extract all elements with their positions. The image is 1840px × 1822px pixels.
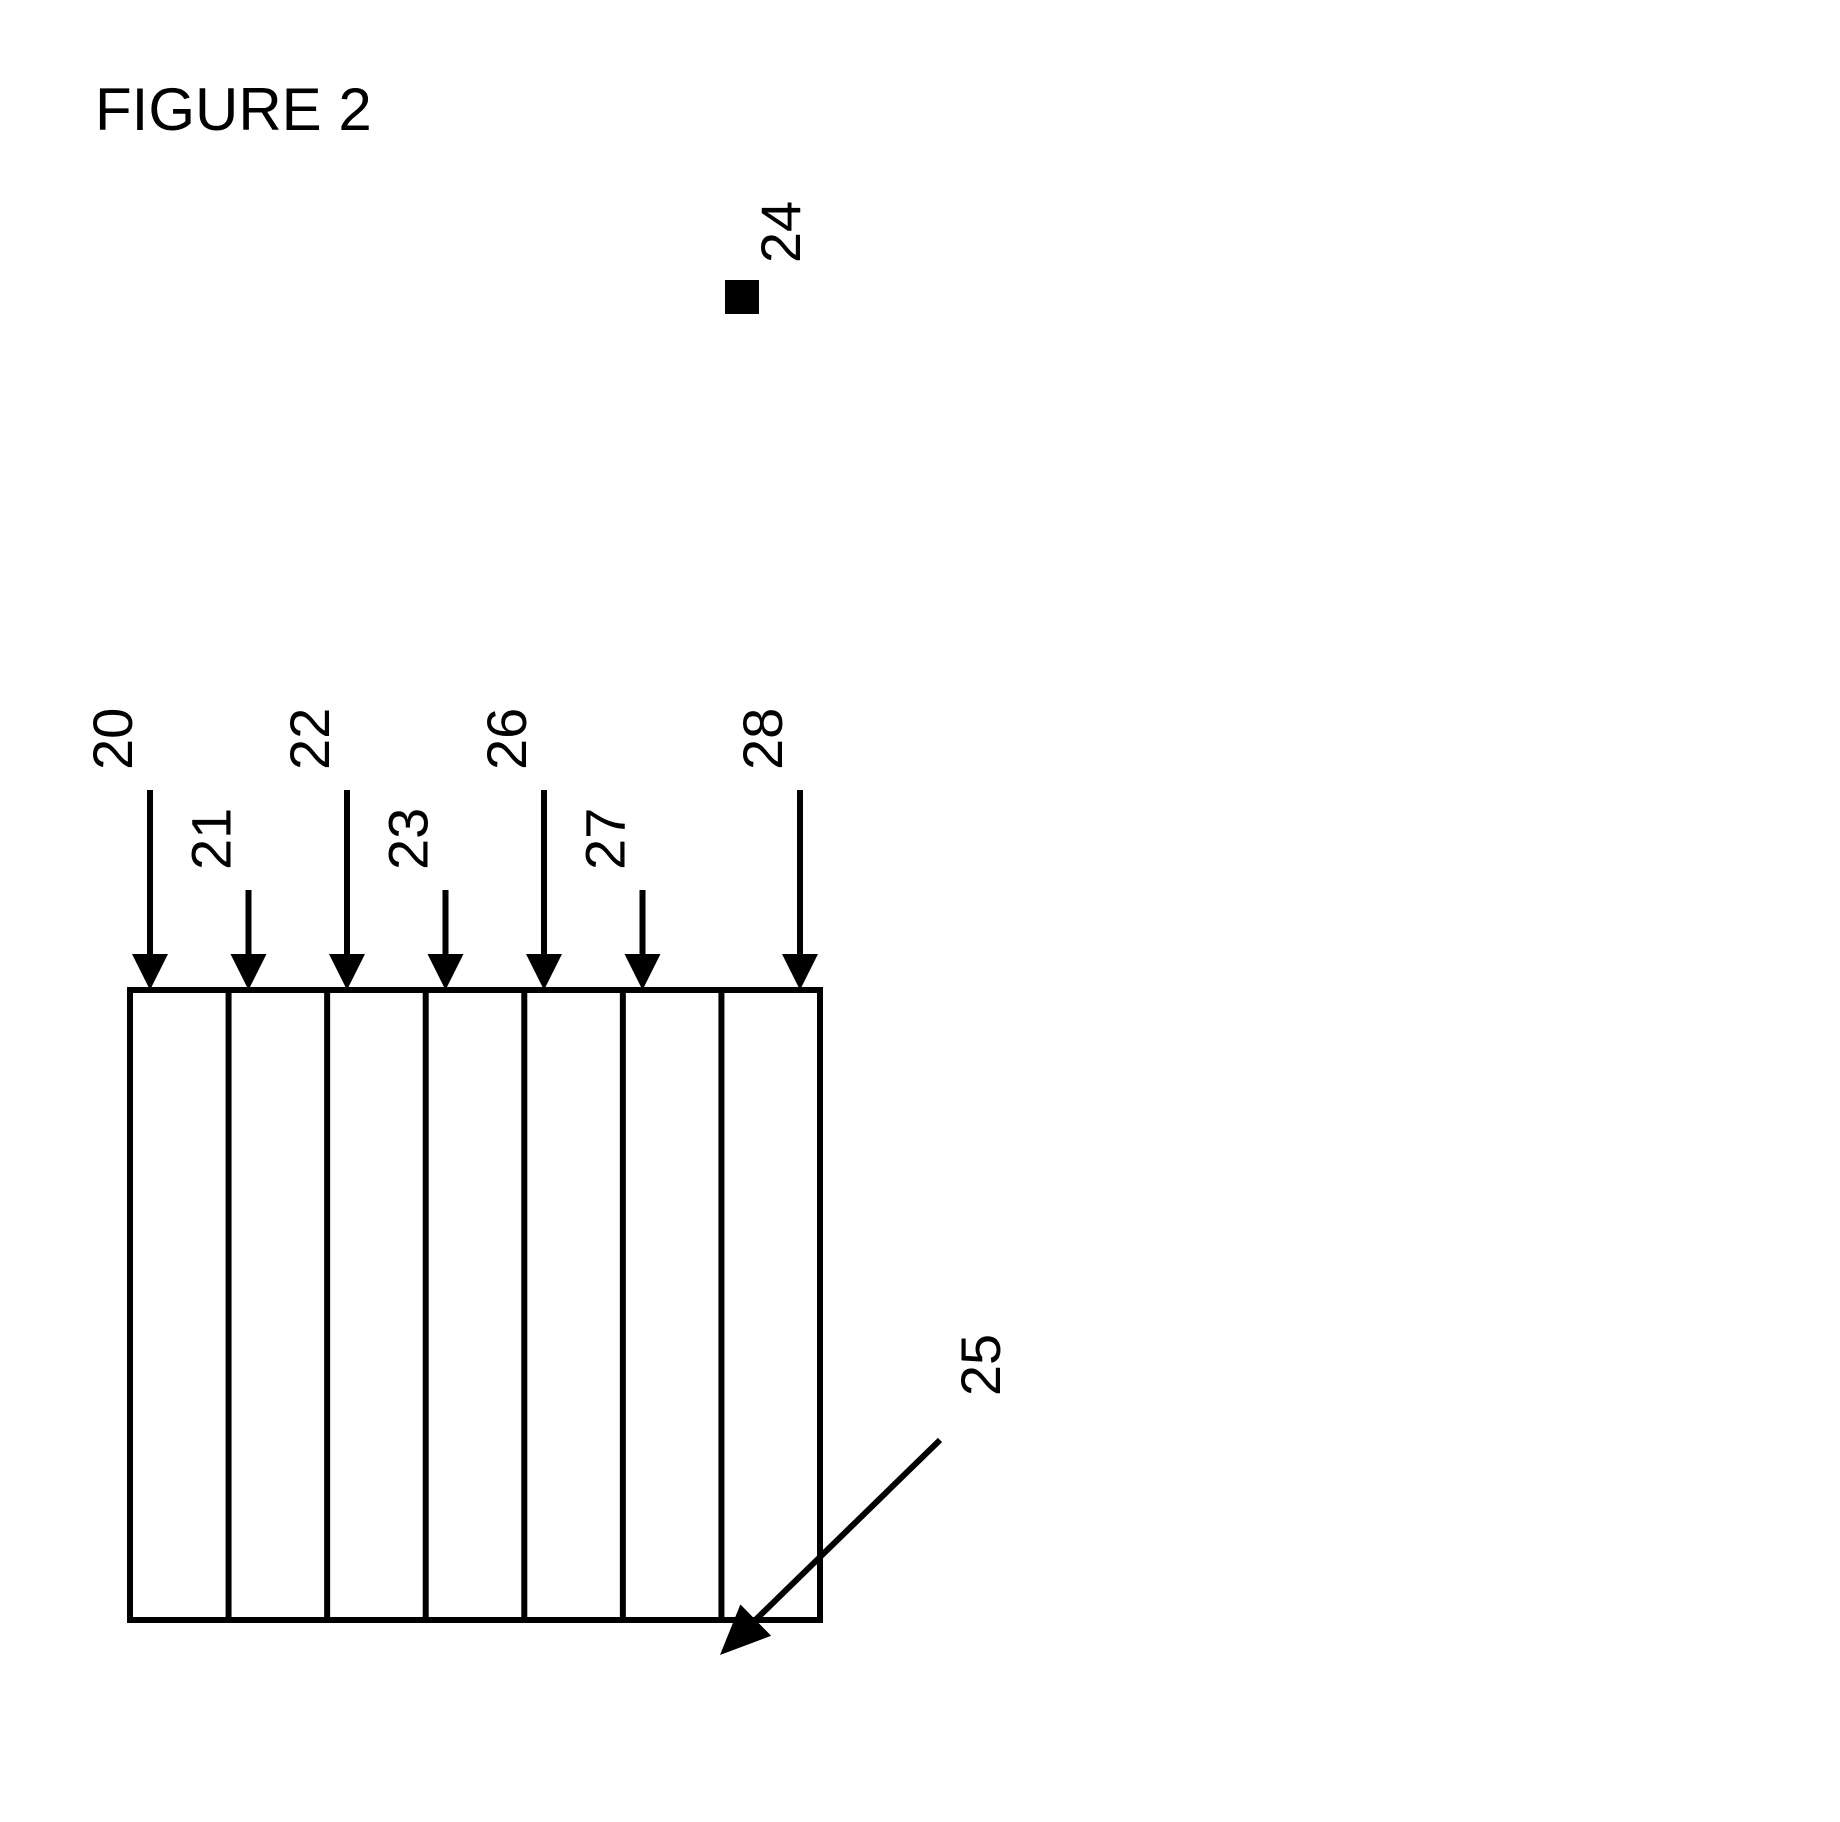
figure-title: FIGURE 2 <box>95 76 372 143</box>
marker-24-label: 24 <box>749 201 812 263</box>
column-block <box>130 990 820 1620</box>
marker-24-square <box>725 280 759 314</box>
pointer-arrow-head <box>132 954 168 990</box>
pointer-label-20: 20 <box>81 708 144 770</box>
pointer-label-28: 28 <box>731 708 794 770</box>
pointer-arrow-head <box>782 954 818 990</box>
pointer-label-22: 22 <box>278 708 341 770</box>
pointer-arrow-head <box>428 954 464 990</box>
arrow-25-label: 25 <box>949 1334 1012 1396</box>
pointer-label-21: 21 <box>180 808 243 870</box>
pointer-arrow-head <box>625 954 661 990</box>
pointer-label-23: 23 <box>377 808 440 870</box>
pointer-arrow-head <box>526 954 562 990</box>
pointer-arrow-head <box>231 954 267 990</box>
pointer-label-26: 26 <box>475 708 538 770</box>
pointer-label-27: 27 <box>574 808 637 870</box>
arrow-25-shaft <box>738 1440 940 1637</box>
pointer-arrow-head <box>329 954 365 990</box>
